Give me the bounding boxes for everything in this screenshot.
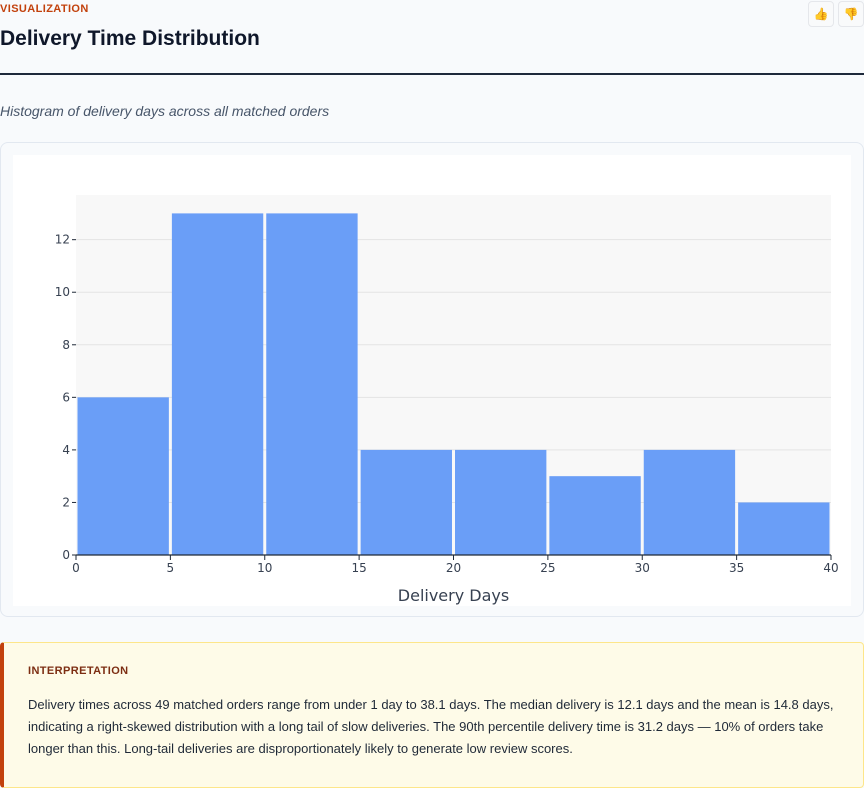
x-tick-label: 35 [729, 561, 744, 575]
x-tick-label: 5 [167, 561, 175, 575]
x-tick-label: 10 [257, 561, 272, 575]
histogram-bar [549, 476, 641, 555]
histogram-bar [643, 449, 736, 555]
x-tick-label: 25 [540, 561, 555, 575]
page-title: Delivery Time Distribution [0, 27, 260, 50]
section-label: VISUALIZATION [0, 3, 89, 15]
histogram-bar [360, 449, 452, 555]
thumbs-up-button[interactable]: 👍 [808, 1, 834, 27]
thumbs-down-button[interactable]: 👎 [838, 1, 864, 27]
y-tick-label: 12 [55, 233, 70, 247]
interpretation-text: Delivery times across 49 matched orders … [28, 697, 834, 756]
chart-card: 0 2 4 6 8 10 12 0 5 10 15 20 25 30 35 40 Delivery Days [0, 142, 864, 617]
histogram-bar [171, 213, 264, 555]
thumbs-down-icon: 👎 [843, 7, 859, 21]
histogram-bar [77, 397, 169, 555]
y-tick-label: 10 [55, 285, 70, 299]
y-tick-label: 4 [62, 443, 70, 457]
thumbs-up-icon: 👍 [813, 7, 829, 21]
x-tick-label: 15 [351, 561, 366, 575]
histogram-bar [266, 213, 358, 555]
y-tick-label: 2 [62, 495, 70, 509]
histogram-chart: 0 2 4 6 8 10 12 0 5 10 15 20 25 30 35 40 Delivery Days [55, 195, 839, 605]
title-divider [0, 73, 864, 75]
histogram-bar [455, 449, 547, 555]
y-tick-label: 8 [62, 338, 70, 352]
x-tick-label: 0 [72, 561, 80, 575]
histogram-bar [738, 502, 830, 555]
x-axis-title: Delivery Days [398, 586, 509, 605]
x-tick-label: 40 [823, 561, 838, 575]
y-tick-label: 0 [62, 548, 70, 562]
x-tick-label: 20 [446, 561, 461, 575]
feedback-buttons: 👍 👎 [808, 1, 864, 27]
y-tick-label: 6 [62, 390, 70, 404]
interpretation-panel: INTERPRETATION Delivery times across 49 … [0, 642, 864, 788]
chart-subtitle: Histogram of delivery days across all ma… [0, 103, 330, 119]
chart-container: 0 2 4 6 8 10 12 0 5 10 15 20 25 30 35 40 Delivery Days [13, 155, 851, 606]
x-tick-label: 30 [635, 561, 650, 575]
interpretation-label: INTERPRETATION [28, 665, 129, 677]
